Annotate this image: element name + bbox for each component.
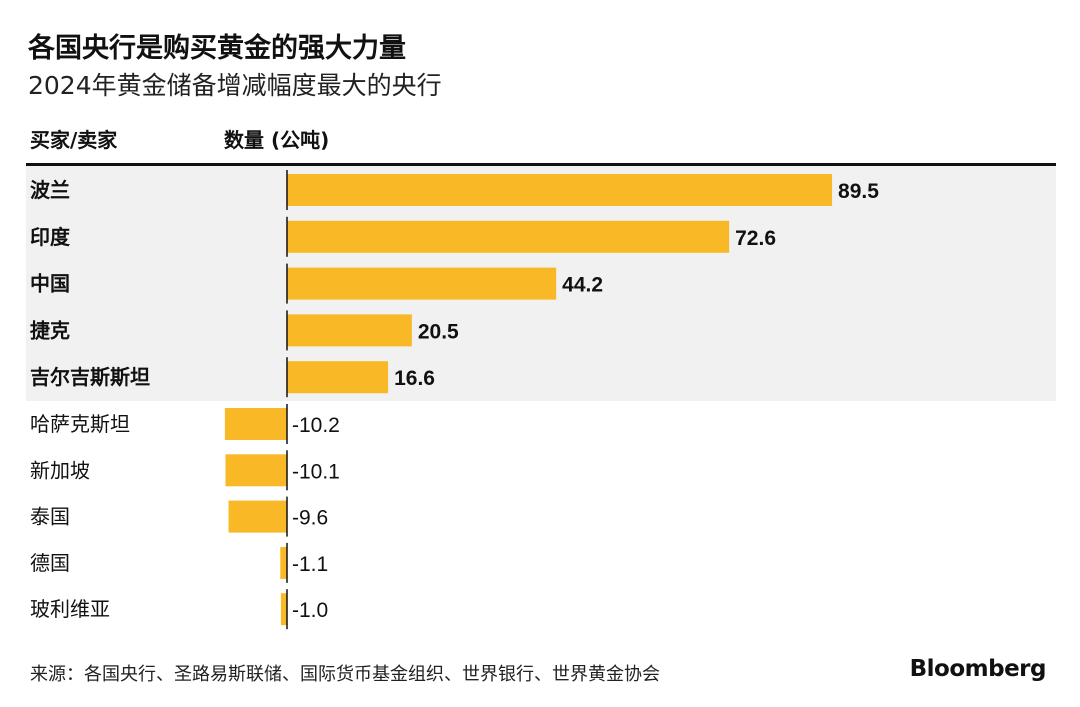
bloomberg-logo: Bloomberg [909, 656, 1047, 682]
category-label: 捷克 [30, 318, 70, 342]
value-label: -1.0 [292, 599, 328, 622]
bar [287, 267, 557, 300]
category-header: 买家/卖家 [30, 128, 118, 152]
bar [280, 546, 287, 579]
value-label: -10.1 [292, 460, 340, 483]
category-label: 中国 [30, 272, 70, 296]
value-label: 44.2 [562, 274, 603, 297]
category-label: 波兰 [30, 178, 70, 202]
value-label: -1.1 [292, 553, 328, 576]
value-label: 16.6 [394, 367, 435, 390]
category-label: 德国 [30, 551, 70, 575]
category-label: 印度 [30, 225, 71, 249]
bar [225, 454, 287, 487]
bar [280, 593, 287, 626]
bar [224, 408, 287, 440]
category-label: 新加坡 [30, 458, 90, 482]
chart-title: 各国央行是购买黄金的强大力量 [28, 33, 406, 64]
bar [228, 500, 287, 533]
value-label: -9.6 [292, 507, 328, 530]
value-label: 89.5 [838, 180, 879, 203]
category-label: 哈萨克斯坦 [30, 412, 130, 436]
value-label: 72.6 [735, 227, 776, 250]
value-label: -10.2 [292, 414, 340, 437]
bar [287, 220, 730, 253]
bar [287, 314, 412, 347]
bar [287, 174, 833, 206]
bar [287, 361, 389, 394]
category-label: 泰国 [30, 505, 70, 529]
header-rule [26, 163, 1056, 166]
value-label: 20.5 [418, 320, 459, 343]
category-label: 玻利维亚 [30, 597, 110, 621]
chart-subtitle: 2024年黄金储备增减幅度最大的央行 [28, 71, 442, 100]
value-header: 数量 (公吨) [224, 128, 330, 152]
source-note: 来源：各国央行、圣路易斯联储、国际货币基金组织、世界银行、世界黄金协会 [30, 664, 660, 685]
category-label: 吉尔吉斯斯坦 [30, 365, 150, 389]
